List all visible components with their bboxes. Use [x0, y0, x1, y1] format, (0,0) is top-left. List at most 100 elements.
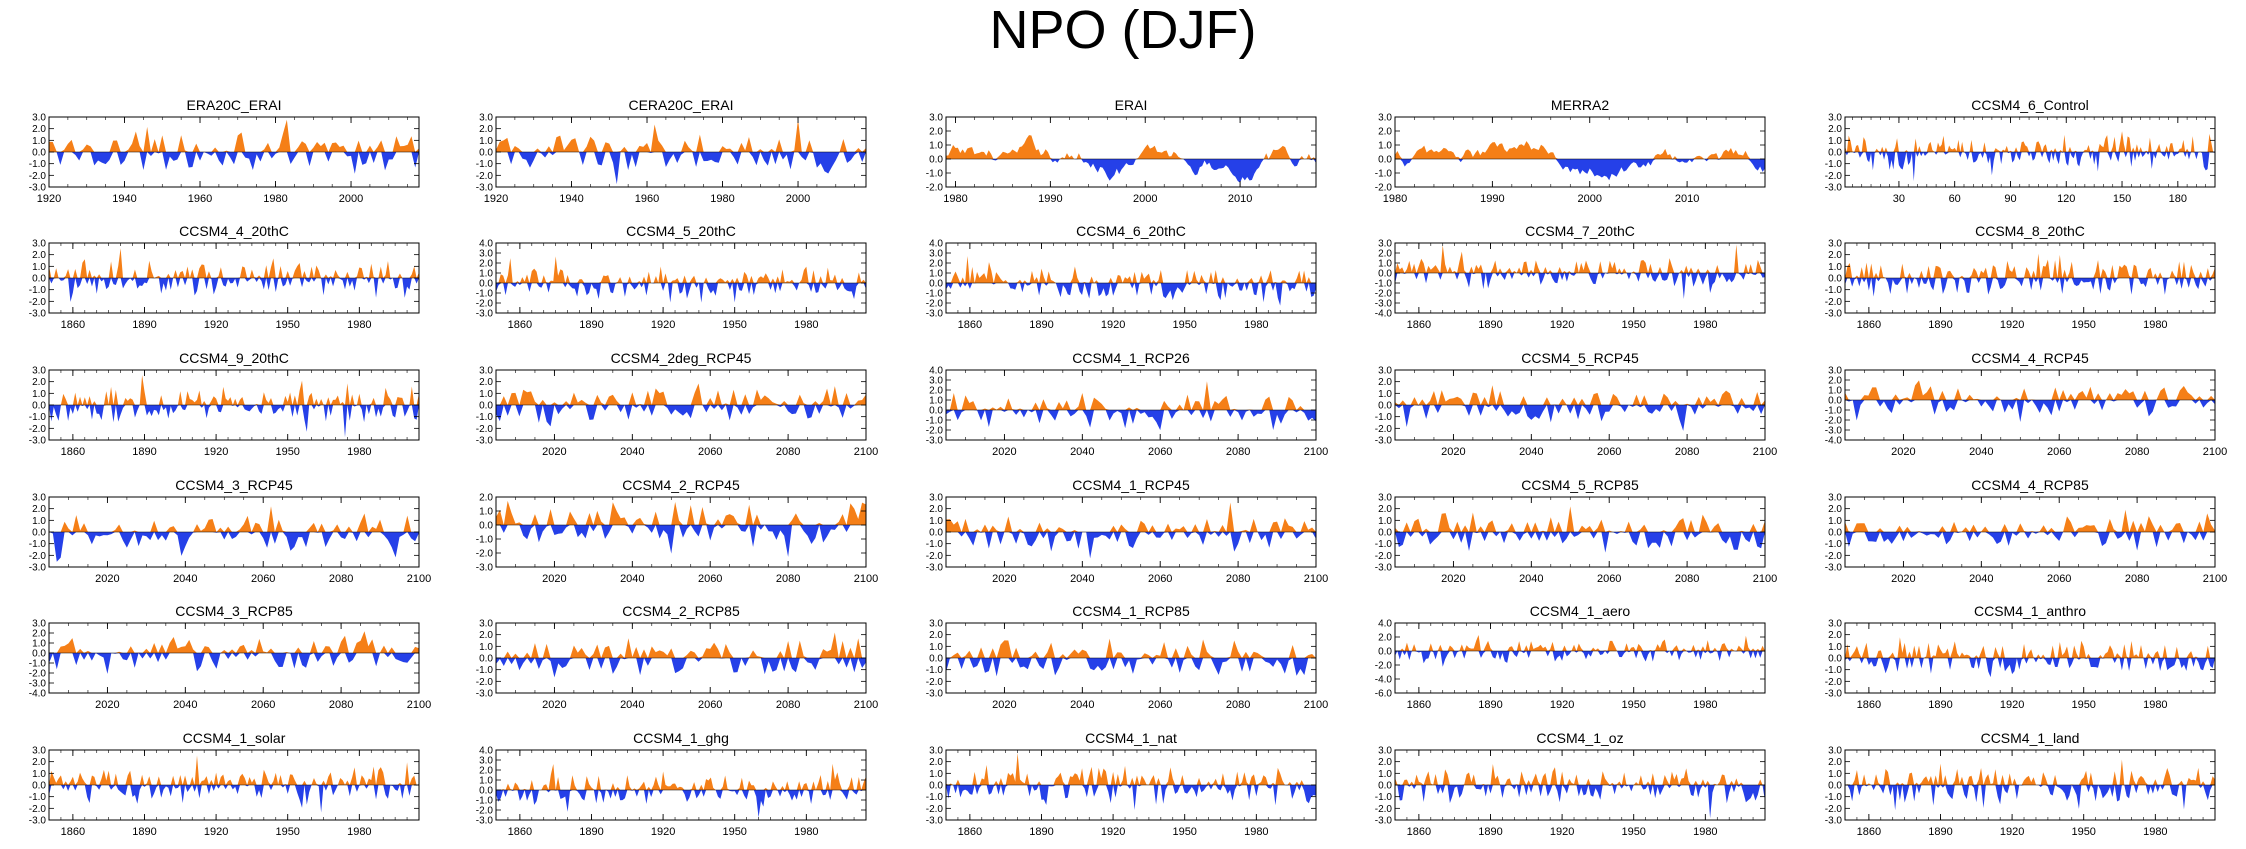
x-tick-label: 2020 — [992, 699, 1016, 711]
x-tick-label: 1860 — [508, 319, 532, 331]
panel-title: CCSM4_1_aero — [1530, 603, 1631, 619]
y-tick-label: 1.0 — [1828, 769, 1842, 780]
y-tick-label: 1.0 — [479, 136, 493, 147]
y-tick-label: 1.0 — [479, 389, 493, 400]
x-tick-label: 2060 — [1597, 573, 1621, 585]
x-tick-label: 2000 — [1577, 193, 1601, 205]
x-tick-label: 2010 — [1675, 193, 1699, 205]
x-tick-label: 2100 — [854, 573, 878, 585]
x-tick-label: 1980 — [347, 319, 371, 331]
y-tick-label: 3.0 — [1828, 239, 1842, 250]
y-tick-label: -2.0 — [1375, 183, 1393, 194]
plot-frame — [1844, 369, 2216, 441]
y-tick-label: 1.0 — [1378, 769, 1392, 780]
y-tick-label: 2.0 — [929, 757, 943, 768]
y-tick-label: 1.0 — [1828, 642, 1842, 653]
positive-area — [49, 755, 419, 785]
y-tick-label: 4.0 — [929, 366, 943, 377]
negative-area — [1395, 405, 1765, 431]
x-tick-label: 1920 — [1550, 319, 1574, 331]
x-tick-label: 1920 — [1101, 826, 1125, 838]
y-tick-label: 3.0 — [1378, 113, 1392, 124]
y-tick-label: -3.0 — [476, 309, 494, 320]
panel-title: CCSM4_4_20thC — [179, 223, 289, 239]
x-tick-label: 2100 — [854, 699, 878, 711]
y-tick-label: -3.0 — [29, 309, 47, 320]
y-tick-label: -1.0 — [1375, 539, 1393, 550]
y-tick-label: 2.0 — [929, 630, 943, 641]
y-tick-label: 3.0 — [1378, 366, 1392, 377]
y-tick-label: 1.0 — [32, 769, 46, 780]
positive-area — [496, 256, 866, 283]
y-tick-label: 3.0 — [479, 619, 493, 630]
x-tick-label: 2060 — [698, 573, 722, 585]
y-tick-label: 2.0 — [32, 250, 46, 261]
positive-area — [1845, 131, 2215, 152]
negative-area — [946, 532, 1316, 559]
panel-ccsm4-6-20thc: CCSM4_6_20thC 4.03.02.01.00.0-1.0-2.0-3.0… — [926, 223, 1317, 331]
y-tick-label: 1.0 — [1828, 136, 1842, 147]
x-tick-label: 1860 — [61, 319, 85, 331]
y-tick-label: -3.0 — [29, 563, 47, 574]
y-tick-label: 2.0 — [32, 629, 46, 640]
x-tick-label: 1980 — [2143, 319, 2167, 331]
x-tick-label: 1920 — [37, 193, 61, 205]
y-tick-label: 0.0 — [1378, 528, 1392, 539]
y-tick-label: -3.0 — [1825, 183, 1843, 194]
x-tick-label: 1920 — [1550, 699, 1574, 711]
y-tick-label: -2.0 — [476, 299, 494, 310]
panel-ccsm4-8-20thc: CCSM4_8_20thC 3.02.01.00.0-1.0-2.0-3.0 186… — [1825, 223, 2216, 331]
panel-title: CCSM4_2_RCP85 — [622, 603, 740, 619]
x-tick-label: 1890 — [132, 826, 156, 838]
x-tick-label: 1960 — [188, 193, 212, 205]
y-tick-label: -2.0 — [926, 299, 944, 310]
y-tick-label: -4.0 — [1375, 675, 1393, 686]
plot-frame — [945, 369, 1317, 441]
y-tick-label: -1.0 — [1825, 159, 1843, 170]
x-tick-label: 2080 — [329, 573, 353, 585]
y-tick-label: 0.0 — [1828, 396, 1842, 407]
y-tick-label: 3.0 — [1828, 619, 1842, 630]
y-tick-label: 0.0 — [929, 654, 943, 665]
y-tick-label: 1.0 — [1378, 516, 1392, 527]
positive-area — [496, 763, 866, 790]
panel-ccsm4-1-rcp85: CCSM4_1_RCP85 3.02.01.00.0-1.0-2.0-3.0 202… — [926, 603, 1328, 711]
x-tick-label: 120 — [2057, 193, 2075, 205]
y-tick-label: 1.0 — [929, 769, 943, 780]
x-tick-label: 2080 — [329, 699, 353, 711]
panel-ccsm4-1-nat: CCSM4_1_nat 3.02.01.00.0-1.0-2.0-3.0 1860 1… — [926, 730, 1317, 838]
x-tick-label: 2040 — [1519, 446, 1543, 458]
y-tick-label: -1.0 — [926, 792, 944, 803]
y-tick-label: -4.0 — [29, 689, 47, 700]
y-tick-label: -1.0 — [1825, 665, 1843, 676]
panel-title: CCSM4_9_20thC — [179, 350, 289, 366]
panel-title: CCSM4_6_Control — [1971, 97, 2089, 113]
x-tick-label: 1950 — [275, 319, 299, 331]
panel-ccsm4-7-20thc: CCSM4_7_20thC 3.02.01.00.0-1.0-2.0-3.0-4.… — [1375, 223, 1766, 331]
positive-area — [946, 256, 1316, 283]
x-tick-label: 1980 — [347, 446, 371, 458]
negative-area — [496, 283, 866, 303]
panel-ccsm4-4-rcp85: CCSM4_4_RCP85 3.02.01.00.0-1.0-2.0-3.0 202… — [1825, 477, 2227, 585]
x-tick-label: 1980 — [1244, 826, 1268, 838]
x-tick-label: 1890 — [579, 826, 603, 838]
y-tick-label: -3.0 — [1825, 426, 1843, 437]
y-tick-label: -1.0 — [476, 535, 494, 546]
positive-area — [946, 381, 1316, 410]
x-tick-label: 2080 — [1675, 446, 1699, 458]
y-tick-label: -1.0 — [926, 416, 944, 427]
y-tick-label: -2.0 — [1375, 424, 1393, 435]
positive-area — [1395, 506, 1765, 532]
y-tick-label: 0.0 — [1378, 647, 1392, 658]
x-tick-label: 1940 — [559, 193, 583, 205]
y-tick-label: -1.0 — [476, 412, 494, 423]
y-tick-label: -2.0 — [1825, 551, 1843, 562]
panel-title: MERRA2 — [1551, 97, 1610, 113]
x-tick-label: 1920 — [484, 193, 508, 205]
plot-frame — [1394, 242, 1766, 314]
x-tick-label: 1980 — [794, 826, 818, 838]
panel-title: CCSM4_2deg_RCP45 — [611, 350, 752, 366]
panel-ccsm4-6-control: CCSM4_6_Control 3.02.01.00.0-1.0-2.0-3.0 3… — [1825, 97, 2216, 205]
